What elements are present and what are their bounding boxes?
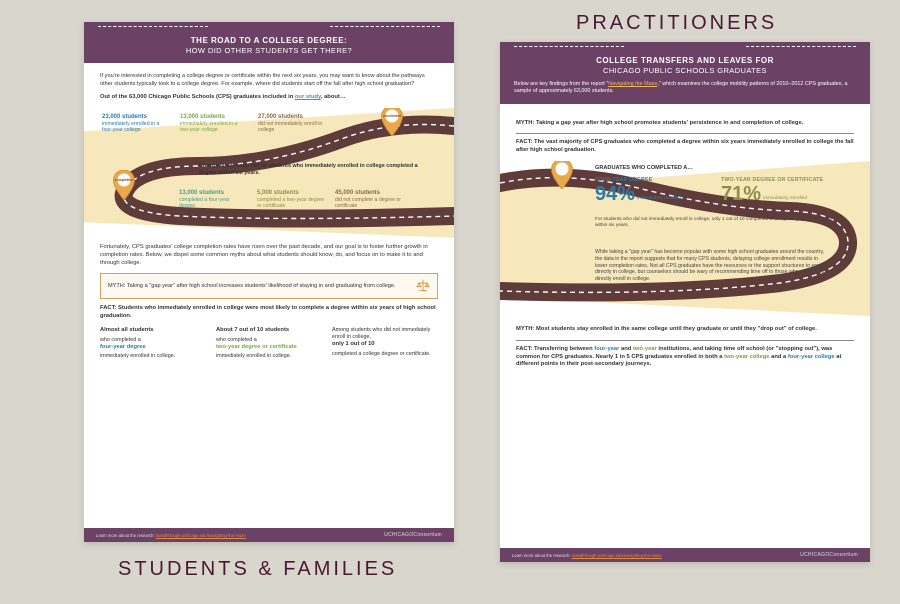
left-header: THE ROAD TO A COLLEGE DEGREE: HOW DID OT… [84, 22, 454, 63]
right-percentages: FOUR-YEAR DEGREE 94%immediately enrolled… [595, 177, 823, 204]
left-footer-logo: UCHICAGOConsortium [384, 532, 442, 538]
triple-col-3: Among students who did not immediately e… [332, 327, 438, 360]
left-triple-columns: Almost all studentswho completed a four-… [100, 327, 438, 360]
map-marker-icon: enrollment [380, 108, 404, 136]
triple-col-2: About 7 out of 10 studentswho completed … [216, 327, 322, 360]
scales-icon [416, 279, 430, 293]
pct-four-year: FOUR-YEAR DEGREE 94%immediately enrolled [595, 177, 681, 204]
right-footer-link[interactable]: toandthrough.uchicago.edu/navigating-the… [572, 553, 662, 558]
left-lead: Out of the 63,000 Chicago Public Schools… [100, 94, 438, 102]
left-footer-link[interactable]: toandthrough.uchicago.edu/navigating-the… [156, 533, 246, 538]
right-grad-heading: GRADUATES WHO COMPLETED A… [595, 165, 693, 172]
left-stats-row2: 13,000 studentscompleted a four-year deg… [179, 190, 403, 210]
right-myth1: MYTH: Taking a gap year after high schoo… [516, 120, 854, 128]
right-intro: Below are key findings from the report "… [514, 81, 856, 96]
right-fact1: FACT: The vast majority of CPS graduates… [516, 139, 854, 155]
left-title-line2: HOW DID OTHER STUDENTS GET THERE? [98, 46, 440, 55]
caption-students-families: STUDENTS & FAMILIES [118, 558, 397, 581]
right-myth2: MYTH: Most students stay enrolled in the… [516, 326, 854, 334]
right-footer-logo: UCHICAGOConsortium [800, 552, 858, 558]
right-title-line1: COLLEGE TRANSFERS AND LEAVES FOR [514, 56, 856, 65]
left-para2: Fortunately, CPS graduates' college comp… [100, 244, 438, 267]
left-footer: Learn more about the research: toandthro… [84, 528, 454, 542]
left-study-link[interactable]: our study [295, 94, 321, 100]
pct-two-year: TWO-YEAR DEGREE OR CERTIFICATE 71%immedi… [721, 177, 823, 204]
right-road-section: GRADUATES WHO COMPLETED A… FOUR-YEAR DEG… [500, 161, 870, 316]
map-marker-icon: completion [112, 170, 136, 200]
right-fact2: FACT: Transferring between four-year and… [516, 346, 854, 369]
right-infographic-page: COLLEGE TRANSFERS AND LEAVES FOR CHICAGO… [500, 42, 870, 562]
map-marker-icon [550, 161, 574, 189]
left-body: If you're interested in completing a col… [84, 63, 454, 370]
left-title-line1: THE ROAD TO A COLLEGE DEGREE: [98, 36, 440, 45]
right-header: COLLEGE TRANSFERS AND LEAVES FOR CHICAGO… [500, 42, 870, 104]
left-fact: FACT: Students who immediately enrolled … [100, 305, 438, 321]
left-road-section: enrollment completion 23,000 studentsimm… [84, 108, 454, 238]
left-stats-row1: 23,000 studentsimmediately enrolled in a… [102, 114, 326, 134]
right-para2: While taking a "gap year" has become pop… [595, 249, 825, 283]
caption-practitioners: PRACTITIONERS [576, 12, 777, 35]
right-report-link[interactable]: Navigating the Maze [608, 81, 657, 87]
right-title-line2: CHICAGO PUBLIC SCHOOLS GRADUATES [514, 66, 856, 75]
left-infographic-page: THE ROAD TO A COLLEGE DEGREE: HOW DID OT… [84, 22, 454, 542]
left-midline: College is not easy: not all students wh… [199, 163, 429, 177]
right-body: MYTH: Taking a gap year after high schoo… [500, 104, 870, 386]
right-footer: Learn more about the research: toandthro… [500, 548, 870, 562]
left-myth-box: MYTH: Taking a "gap year" after high sch… [100, 273, 438, 299]
left-intro: If you're interested in completing a col… [100, 73, 438, 88]
triple-col-1: Almost all studentswho completed a four-… [100, 327, 206, 360]
right-pct-note: For students who did not immediately enr… [595, 217, 835, 229]
